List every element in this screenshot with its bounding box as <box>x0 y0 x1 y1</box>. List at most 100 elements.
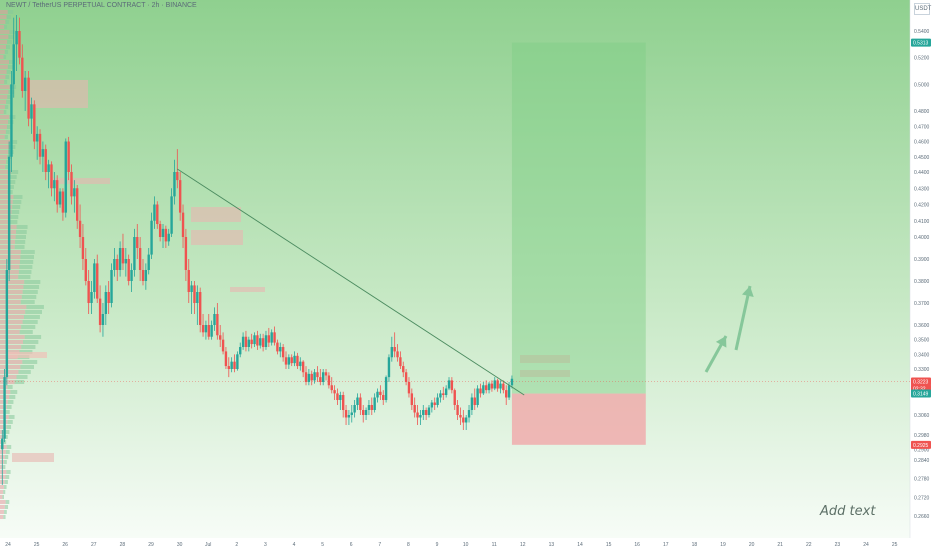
price-axis[interactable] <box>910 0 932 550</box>
volume-profile-bar-sell <box>0 30 10 34</box>
volume-profile-bar-buy <box>6 470 11 474</box>
candle-body <box>233 361 236 369</box>
volume-profile-bar-buy <box>9 395 16 399</box>
volume-profile-bar-buy <box>5 500 10 504</box>
x-tick-label: 4 <box>293 542 296 548</box>
candle-body <box>290 357 293 364</box>
volume-profile-bar-buy <box>4 505 9 509</box>
candle-body <box>505 390 508 398</box>
candle-body <box>313 372 316 381</box>
volume-profile-bar-sell <box>0 40 8 44</box>
candle-body <box>230 361 233 369</box>
volume-profile-bar-sell <box>0 95 8 99</box>
text-annotation[interactable]: Add text <box>820 504 876 519</box>
candle-body <box>350 412 353 415</box>
x-tick-label: 18 <box>692 542 698 548</box>
y-tick-label: 0.4400 <box>914 170 930 176</box>
volume-profile-bar-sell <box>0 170 11 174</box>
x-tick-label: 24 <box>863 542 869 548</box>
volume-zone-block <box>12 453 54 462</box>
volume-zone-block <box>520 355 570 363</box>
volume-profile-bar-buy <box>7 95 13 99</box>
candle-body <box>196 292 199 303</box>
candle-body <box>273 332 276 343</box>
candle-body <box>264 335 268 347</box>
volume-profile-bar-sell <box>0 50 5 54</box>
volume-profile-bar-sell <box>0 315 24 319</box>
candle-body <box>167 233 170 242</box>
candle-body <box>321 372 325 382</box>
volume-profile-bar-buy <box>9 60 16 64</box>
volume-profile-bar-buy <box>21 345 36 349</box>
volume-zone-block <box>191 230 243 245</box>
volume-profile-bar-sell <box>0 425 7 429</box>
candle-body <box>413 405 416 413</box>
candle-body <box>367 405 371 410</box>
volume-profile-bar-sell <box>0 235 16 239</box>
candle-body <box>198 292 202 325</box>
x-tick-label: 29 <box>148 542 154 548</box>
candle-body <box>427 407 431 415</box>
volume-profile-bar-sell <box>0 345 22 349</box>
currency-label[interactable]: USDT <box>914 3 931 15</box>
price-tag-stop: 0.2925 <box>913 443 929 449</box>
candle-body <box>176 172 179 181</box>
volume-profile-bar-buy <box>26 305 44 309</box>
volume-profile-bar-sell <box>0 70 7 74</box>
candle-body <box>419 415 422 418</box>
candle-body <box>459 415 462 418</box>
drawings[interactable] <box>177 168 754 396</box>
candle-body <box>327 375 331 386</box>
candle-body <box>244 336 248 347</box>
candle-body <box>359 397 362 410</box>
x-tick-label: 27 <box>91 542 97 548</box>
price-tag-entry: 0.3149 <box>913 392 929 398</box>
volume-profile-bar-sell <box>0 370 19 374</box>
volume-profile-bar-sell <box>0 375 17 379</box>
volume-profile-bar-sell <box>0 35 9 39</box>
candle-body <box>347 415 351 418</box>
x-tick-label: 10 <box>463 542 469 548</box>
time-axis[interactable] <box>0 538 932 550</box>
x-tick-label: 2 <box>235 542 238 548</box>
candle-body <box>27 77 30 119</box>
x-tick-label: 3 <box>264 542 267 548</box>
candle-body <box>384 377 388 400</box>
candle-body <box>3 377 6 439</box>
candle-body <box>396 351 399 358</box>
volume-profile-bar-sell <box>0 295 22 299</box>
candle-body <box>153 204 156 221</box>
candle-body <box>47 164 50 172</box>
volume-profile-bar-sell <box>0 410 6 414</box>
y-tick-label: 0.5200 <box>914 56 930 62</box>
y-tick-label: 0.4000 <box>914 235 930 241</box>
arrow-short-head <box>715 336 727 348</box>
volume-profile-bar-buy <box>8 185 14 189</box>
volume-profile-bar-buy <box>4 435 8 439</box>
candle-body <box>341 395 345 410</box>
candle-body <box>479 388 482 394</box>
candle-body <box>422 410 425 415</box>
volume-profile-bar-sell <box>0 55 4 59</box>
price-tag-target: 0.5313 <box>913 41 929 47</box>
volume-profile-bar-buy <box>8 400 14 404</box>
volume-profile-bar-sell <box>0 510 5 514</box>
candle-body <box>424 410 428 415</box>
candle-body <box>356 397 359 405</box>
volume-profile-bar-sell <box>0 195 14 199</box>
volume-profile-bar-buy <box>4 50 9 54</box>
candle-body <box>259 338 262 346</box>
volume-profile-bar-sell <box>0 120 9 124</box>
candle-body <box>444 388 448 395</box>
volume-profile-bar-sell <box>0 90 9 94</box>
volume-profile-bar-sell <box>0 475 6 479</box>
volume-profile-bar-buy <box>4 455 9 459</box>
volume-profile-bar-buy <box>22 320 38 324</box>
price-tag-target-bg <box>911 38 931 47</box>
y-tick-label: 0.4800 <box>914 109 930 115</box>
y-tick-label: 0.3400 <box>914 352 930 358</box>
candle-body <box>442 393 445 395</box>
volume-profile-bar-buy <box>21 325 36 329</box>
volume-profile-bar-buy <box>7 385 13 389</box>
